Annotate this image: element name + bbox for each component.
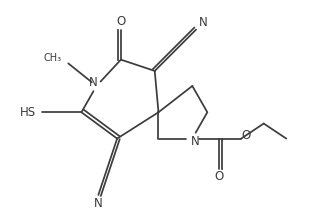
Text: N: N <box>89 76 98 89</box>
Text: O: O <box>116 15 125 28</box>
Text: O: O <box>214 170 223 183</box>
Text: N: N <box>199 16 208 29</box>
Text: N: N <box>94 197 103 210</box>
Text: HS: HS <box>20 106 36 119</box>
Text: O: O <box>241 129 250 142</box>
Text: CH₃: CH₃ <box>43 53 61 63</box>
Text: N: N <box>191 135 200 148</box>
